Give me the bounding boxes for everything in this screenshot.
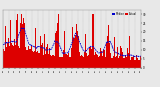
Legend: Median, Actual: Median, Actual (112, 12, 137, 16)
